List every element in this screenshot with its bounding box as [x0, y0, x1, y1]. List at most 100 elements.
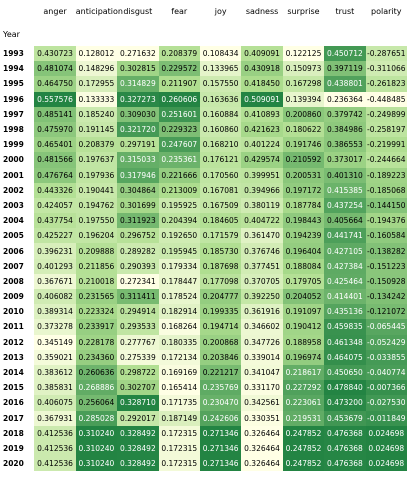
value-cell-disgust: 0.328492 [117, 456, 159, 472]
value-cell-anticipation: 0.256064 [75, 395, 118, 411]
row-year-label: 2014 [3, 368, 24, 378]
value-cell-surprise: 0.200860 [282, 106, 325, 122]
value-cell-joy: 0.163636 [199, 91, 242, 107]
value-cell-polarity: -0.040774 [365, 364, 407, 381]
value-cell-surprise: 0.196974 [282, 349, 325, 365]
value-cell-polarity: 0.024698 [365, 440, 407, 457]
value-cell-anger: 0.412536 [34, 456, 76, 472]
value-cell-fear: 0.235361 [158, 152, 200, 168]
value-cell-polarity: -0.134242 [365, 289, 407, 305]
value-cell-surprise: 0.188958 [282, 334, 325, 350]
value-cell-surprise: 0.150973 [282, 61, 325, 77]
value-cell-anger: 0.443326 [34, 182, 76, 198]
value-cell-polarity: -0.033855 [365, 349, 407, 365]
value-cell-joy: 0.199335 [199, 304, 242, 320]
value-cell-joy: 0.184605 [199, 213, 242, 229]
value-cell-fear: 0.211907 [158, 76, 200, 92]
value-cell-anger: 0.437754 [34, 213, 76, 229]
value-cell-joy: 0.242606 [199, 410, 242, 426]
value-cell-trust: 0.373017 [324, 152, 366, 168]
value-cell-surprise: 0.122125 [282, 46, 325, 62]
value-cell-sadness: 0.330351 [241, 410, 283, 426]
value-cell-polarity: -0.052429 [365, 334, 407, 350]
value-cell-sadness: 0.347726 [241, 334, 283, 350]
value-cell-joy: 0.204777 [199, 289, 242, 305]
row-year-label: 2007 [3, 261, 24, 271]
value-cell-surprise: 0.223061 [282, 395, 325, 411]
table-row: 2018 0.412536 0.310240 0.328492 0.172315 0.27… [0, 425, 407, 441]
value-cell-anger: 0.367671 [34, 273, 76, 289]
value-cell-fear: 0.178524 [158, 289, 200, 305]
value-cell-sadness: 0.392250 [241, 289, 283, 305]
value-cell-fear: 0.168264 [158, 319, 200, 335]
table-row: 2012 0.345149 0.228178 0.277767 0.180335 0.20… [0, 334, 407, 350]
value-cell-sadness: 0.509091 [241, 91, 283, 107]
table-row: 2010 0.389314 0.223324 0.294914 0.182914 0.19… [0, 304, 407, 320]
value-cell-surprise: 0.187784 [282, 197, 325, 214]
value-cell-disgust: 0.309030 [117, 106, 159, 122]
row-year-label: 2013 [3, 352, 24, 362]
value-cell-trust: 0.478840 [324, 380, 366, 396]
value-cell-polarity: 0.024698 [365, 425, 407, 441]
value-cell-sadness: 0.326464 [241, 440, 283, 457]
value-cell-fear: 0.172315 [158, 456, 200, 472]
value-cell-surprise: 0.210592 [282, 152, 325, 168]
value-cell-disgust: 0.275339 [117, 349, 159, 365]
value-cell-sadness: 0.341047 [241, 364, 283, 381]
value-cell-anger: 0.396231 [34, 243, 76, 259]
column-header-anticipation: anticipation [75, 7, 123, 16]
value-cell-anticipation: 0.208379 [75, 137, 118, 153]
table-row: 1996 0.557576 0.133333 0.327273 0.260606 0.16… [0, 91, 407, 107]
value-cell-polarity: -0.448485 [365, 91, 407, 107]
value-cell-fear: 0.247607 [158, 137, 200, 153]
value-cell-disgust: 0.272341 [117, 273, 159, 289]
table-row: 1997 0.485141 0.185240 0.309030 0.251601 0.16… [0, 106, 407, 122]
row-year-label: 2006 [3, 246, 24, 256]
value-cell-fear: 0.179334 [158, 258, 200, 274]
value-cell-surprise: 0.179705 [282, 273, 325, 289]
value-cell-disgust: 0.290393 [117, 258, 159, 274]
value-cell-polarity: -0.027530 [365, 395, 407, 411]
value-cell-polarity: -0.065445 [365, 319, 407, 335]
value-cell-polarity: -0.249899 [365, 106, 407, 122]
value-cell-sadness: 0.430918 [241, 61, 283, 77]
value-cell-sadness: 0.421623 [241, 121, 283, 138]
value-cell-joy: 0.230470 [199, 395, 242, 411]
value-cell-anticipation: 0.194762 [75, 197, 118, 214]
value-cell-anger: 0.464750 [34, 76, 76, 92]
value-cell-surprise: 0.247852 [282, 440, 325, 457]
value-cell-joy: 0.176121 [199, 152, 242, 168]
value-cell-joy: 0.194714 [199, 319, 242, 335]
value-cell-anger: 0.481566 [34, 152, 76, 168]
value-cell-sadness: 0.410893 [241, 106, 283, 122]
value-cell-fear: 0.229572 [158, 61, 200, 77]
value-cell-joy: 0.167081 [199, 182, 242, 198]
value-cell-fear: 0.172315 [158, 425, 200, 441]
value-cell-anger: 0.557576 [34, 91, 76, 107]
value-cell-anticipation: 0.268886 [75, 380, 118, 396]
value-cell-joy: 0.170560 [199, 167, 242, 183]
row-year-label: 2020 [3, 459, 24, 469]
column-header-sadness: sadness [245, 7, 279, 16]
value-cell-fear: 0.260606 [158, 91, 200, 107]
value-cell-fear: 0.195925 [158, 197, 200, 214]
value-cell-anger: 0.373278 [34, 319, 76, 335]
value-cell-disgust: 0.311923 [117, 213, 159, 229]
table-row: 1995 0.464750 0.172955 0.314829 0.211907 0.15… [0, 76, 407, 92]
value-cell-joy: 0.187698 [199, 258, 242, 274]
row-year-label: 2019 [3, 443, 24, 453]
value-cell-surprise: 0.219531 [282, 410, 325, 426]
value-cell-trust: 0.476368 [324, 425, 366, 441]
row-year-label: 2009 [3, 292, 24, 302]
table-row: 2015 0.385831 0.268886 0.302707 0.165414 0.23… [0, 380, 407, 396]
value-cell-anticipation: 0.285028 [75, 410, 118, 426]
value-cell-anticipation: 0.197550 [75, 213, 118, 229]
value-cell-disgust: 0.297191 [117, 137, 159, 153]
value-cell-fear: 0.204394 [158, 213, 200, 229]
value-cell-disgust: 0.327273 [117, 91, 159, 107]
value-cell-fear: 0.192650 [158, 228, 200, 244]
value-cell-sadness: 0.361916 [241, 304, 283, 320]
value-cell-trust: 0.435136 [324, 304, 366, 320]
value-cell-trust: 0.464075 [324, 349, 366, 365]
value-cell-anger: 0.389314 [34, 304, 76, 320]
